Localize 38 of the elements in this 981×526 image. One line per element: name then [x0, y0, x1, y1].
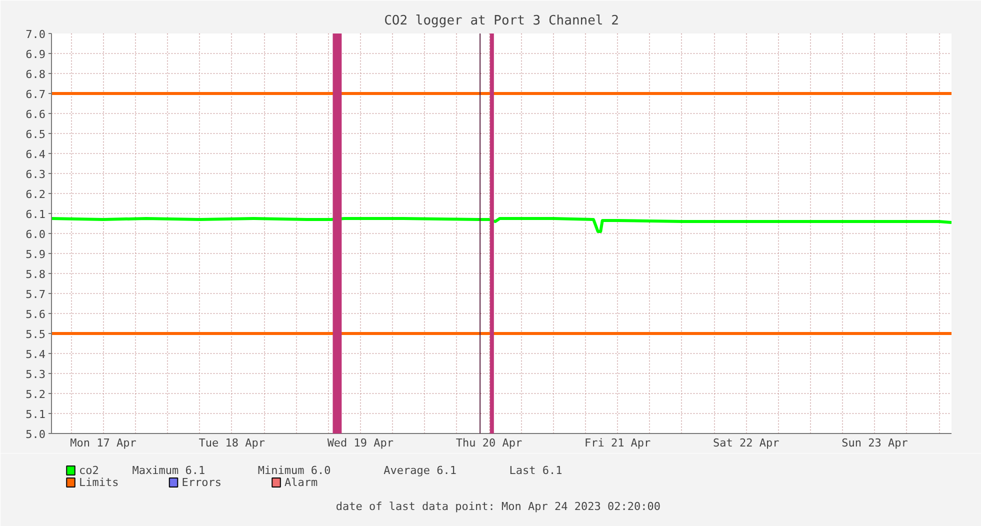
text: Last 6.1	[509, 464, 562, 477]
y-tick-label: 6.1	[26, 208, 46, 221]
y-tick-label: 5.5	[26, 328, 46, 341]
y-tick-label: 6.7	[26, 88, 46, 101]
x-tick-label: Fri 21 Apr	[584, 436, 652, 450]
legend-label: co2	[79, 464, 99, 477]
y-tick-label: 6.3	[26, 168, 46, 181]
y-tick-label: 5.9	[26, 248, 46, 261]
x-tick-label: Sat 22 Apr	[713, 436, 780, 450]
y-tick-label: 6.4	[26, 148, 46, 161]
x-tick-label: Tue 18 Apr	[198, 436, 266, 450]
y-tick-label: 5.8	[26, 268, 46, 281]
text: Maximum 6.1	[132, 464, 206, 477]
y-tick-label: 6.2	[26, 188, 46, 201]
y-tick-label: 5.1	[26, 408, 46, 421]
x-tick-label: Sun 23 Apr	[842, 436, 908, 450]
legend-label: Alarm	[284, 476, 318, 489]
y-tick-label: 5.2	[26, 388, 46, 401]
x-tick-label: Wed 19 Apr	[327, 436, 394, 450]
y-tick-label: 6.0	[26, 228, 46, 241]
y-tick-label: 5.3	[26, 368, 46, 381]
y-tick-label: 6.9	[26, 48, 46, 61]
y-tick-label: 7.0	[26, 28, 46, 41]
y-tick-label: 5.7	[26, 288, 46, 301]
y-tick-label: 5.0	[26, 428, 46, 441]
text: Minimum 6.0	[258, 464, 331, 477]
y-tick-label: 6.6	[26, 108, 46, 121]
legend-label: Errors	[182, 476, 222, 489]
y-tick-label: 6.8	[26, 68, 46, 81]
y-tick-label: 5.4	[26, 348, 46, 361]
legend-label: Limits	[79, 476, 119, 489]
x-tick-label: Mon 17 Apr	[70, 436, 137, 450]
chart-title: CO2 logger at Port 3 Channel 2	[384, 14, 619, 28]
text: date of last data point: Mon Apr 24 2023 02:20:00	[336, 500, 660, 513]
y-tick-label: 5.6	[26, 308, 46, 321]
y-tick-label: 6.5	[26, 128, 46, 141]
x-tick-label: Thu 20 Apr	[456, 436, 522, 450]
text: Average 6.1	[384, 464, 456, 477]
